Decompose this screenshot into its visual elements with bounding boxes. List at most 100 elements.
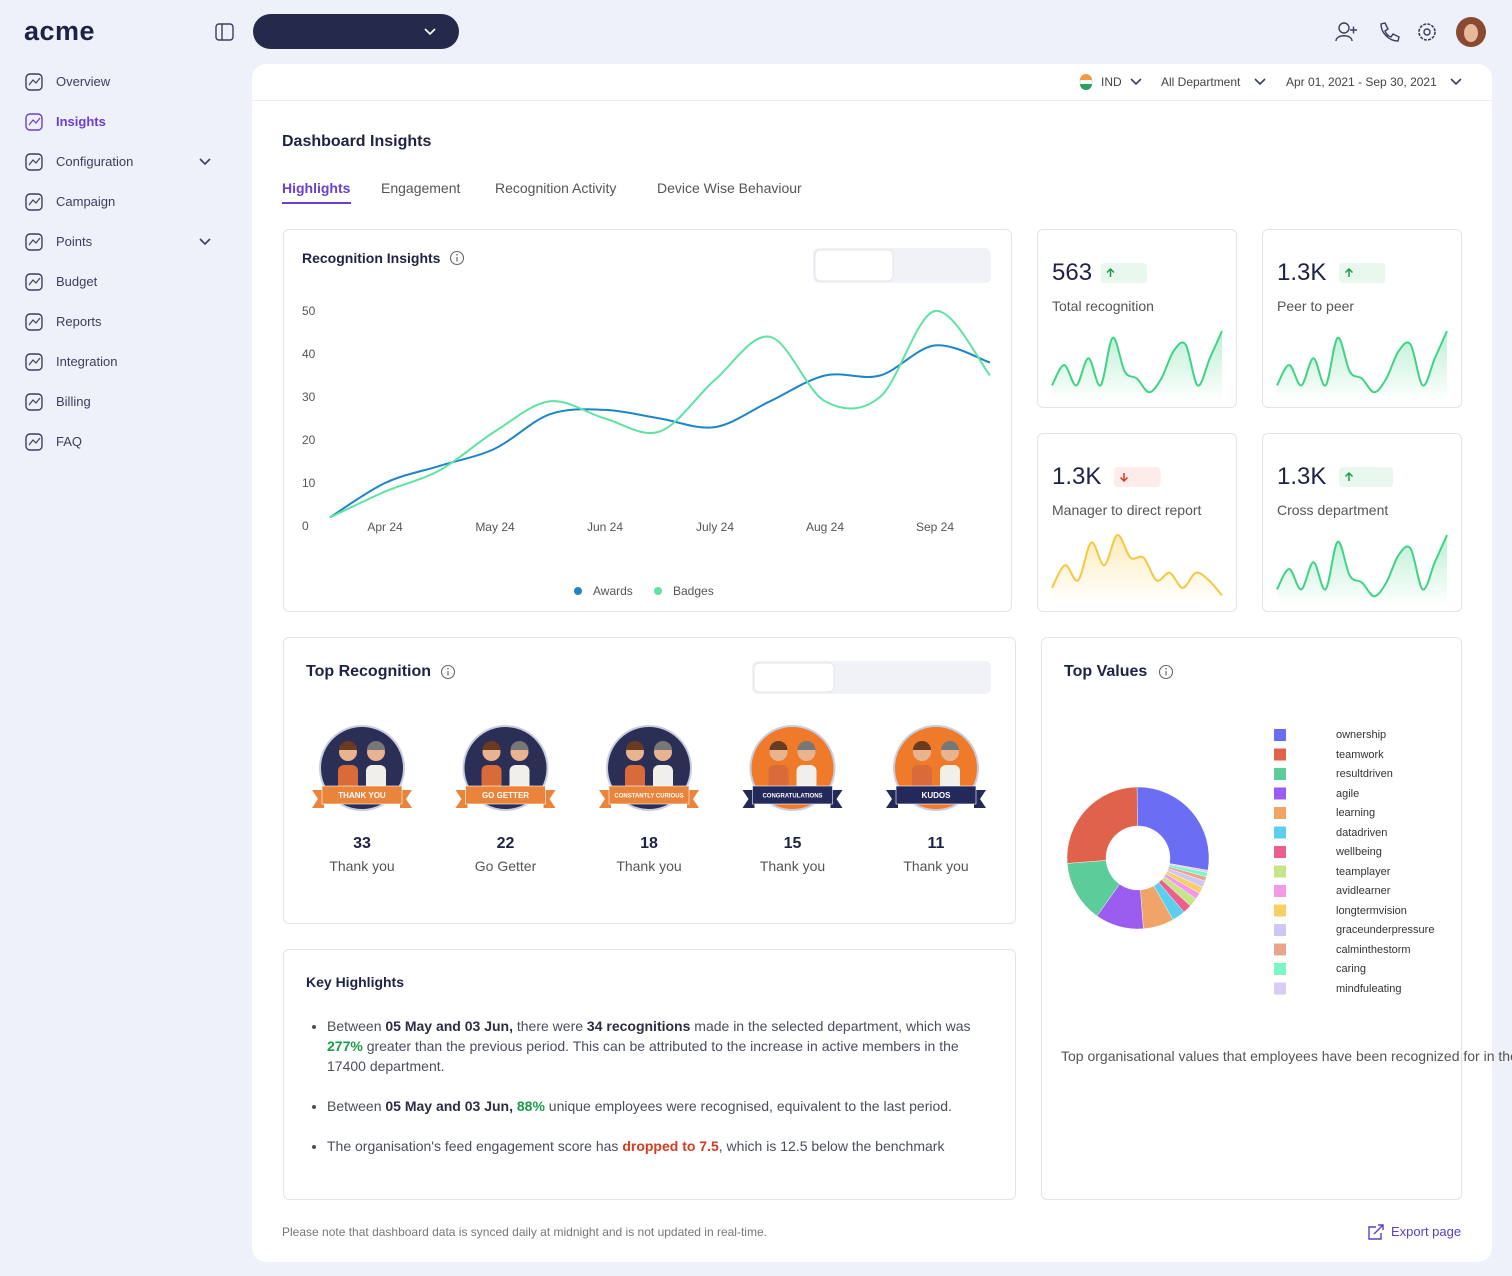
tab[interactable]: Recognition Activity	[495, 180, 617, 196]
ribbon	[752, 785, 833, 805]
nav-item[interactable]: Insights	[56, 114, 106, 129]
nav-item[interactable]: Billing	[56, 394, 91, 409]
settings-icon[interactable]	[1418, 23, 1436, 41]
x-tick-label: Sep 24	[915, 520, 955, 534]
badge-figure	[625, 765, 645, 791]
nav-item[interactable]: Budget	[56, 274, 98, 289]
flag	[1080, 84, 1092, 90]
bullet-list: Between 05 May and 03 Jun, there were 34…	[306, 1016, 982, 1156]
export-link[interactable]: Export page	[1391, 1224, 1462, 1239]
nav-item[interactable]: Configuration	[56, 154, 134, 169]
badge-label: Thank you	[759, 858, 826, 874]
x-tick-label: Jun 24	[586, 520, 624, 534]
card-title: Top Values	[1064, 663, 1148, 680]
x-tick-label: May 24	[475, 520, 515, 534]
nav-icon	[28, 357, 41, 366]
info-icon	[456, 253, 458, 256]
legend-swatch	[1274, 748, 1286, 761]
nav-icon	[25, 153, 43, 171]
badge-figure	[338, 765, 358, 791]
badge-label: Thank you	[616, 858, 682, 874]
export-icon	[1368, 1224, 1384, 1240]
nav-item[interactable]: Campaign	[56, 194, 116, 209]
badge-figure	[796, 765, 817, 791]
legend-label: avidlearner	[1336, 885, 1391, 897]
legend-label: agile	[1336, 787, 1360, 800]
text-segment: , which is 12.5 below the benchmark	[718, 1138, 945, 1154]
nav-icon	[25, 433, 43, 451]
info-icon	[1158, 664, 1174, 680]
badge-label: Go Getter	[474, 858, 537, 874]
tab[interactable]: Engagement	[381, 180, 461, 196]
nav-icon	[28, 157, 41, 166]
y-tick-label: 50	[302, 304, 316, 318]
ribbon	[608, 785, 690, 805]
change-badge	[1114, 467, 1161, 487]
legend-swatch	[1274, 826, 1286, 839]
legend-dot	[654, 587, 662, 595]
nav-item[interactable]: Reports	[56, 314, 102, 329]
sidebar-toggle[interactable]	[215, 23, 234, 41]
legend-label: graceunderpressure	[1336, 924, 1435, 936]
info-icon	[447, 667, 449, 670]
nav-item[interactable]: Points	[56, 234, 93, 249]
stat-label: Peer to peer	[1277, 298, 1355, 314]
y-tick-label: 30	[302, 390, 316, 404]
change-badge	[1339, 467, 1393, 487]
nav-item[interactable]: FAQ	[56, 434, 83, 449]
text-segment: Between	[327, 1098, 386, 1114]
tab[interactable]: Highlights	[282, 180, 351, 196]
phone-icon[interactable]	[1380, 22, 1400, 42]
stat-value: 1.3K	[1277, 463, 1327, 490]
card	[283, 229, 1012, 612]
legend-swatch	[1274, 787, 1286, 800]
legend-swatch	[1274, 963, 1286, 975]
stat-label: Total recognition	[1052, 298, 1154, 314]
legend-label: teamplayer	[1336, 865, 1391, 878]
badge-label: Thank you	[903, 858, 969, 874]
badge-figure	[941, 741, 959, 750]
stat-value: 563	[1052, 259, 1093, 286]
info-icon	[449, 250, 465, 266]
footer-note: Please note that dashboard data is synce…	[282, 1225, 767, 1239]
legend-label: teamwork	[1336, 748, 1384, 761]
badge-figure	[339, 741, 357, 750]
x-tick-label: Apr 24	[367, 520, 403, 534]
change-badge	[1100, 263, 1147, 283]
text-segment: dropped to 7.5	[622, 1138, 719, 1154]
legend-swatch	[1274, 982, 1286, 995]
legend-swatch	[1274, 904, 1286, 917]
x-tick-label: July 24	[695, 520, 735, 534]
badge-figure	[510, 741, 529, 750]
legend-label: mindfuleating	[1336, 982, 1402, 995]
stat-value: 1.3K	[1277, 259, 1327, 286]
module-dropdown[interactable]	[253, 14, 459, 49]
stat-label: Manager to direct report	[1052, 502, 1202, 518]
change-arrow	[1344, 267, 1354, 277]
nav-icon	[25, 193, 43, 211]
legend-label: resultdriven	[1336, 768, 1393, 780]
nav-icon	[25, 353, 43, 371]
nav-item[interactable]: Integration	[56, 354, 118, 369]
chevron	[199, 238, 211, 246]
badge-figure	[913, 741, 931, 750]
nav-item[interactable]: Overview	[56, 74, 111, 89]
ribbon-text: CONGRATULATIONS	[762, 794, 822, 800]
legend-swatch	[1274, 885, 1286, 897]
legend-label: calminthestorm	[1336, 943, 1411, 956]
badge-count: 22	[496, 835, 515, 852]
sparkline-area	[1277, 535, 1447, 605]
highlights: Between 05 May and 03 Jun, there were 34…	[306, 1016, 982, 1176]
add-user-icon[interactable]	[1338, 22, 1350, 34]
date-filter[interactable]: Apr 01, 2021 - Sep 30, 2021	[1286, 75, 1437, 89]
badge-figure	[912, 765, 932, 791]
sparkline	[1276, 534, 1448, 598]
department-filter[interactable]: All Department	[1161, 75, 1241, 89]
ribbon-text: GO GETTER	[482, 791, 529, 800]
badge-figure	[797, 741, 816, 750]
tab[interactable]: Device Wise Behaviour	[657, 180, 802, 196]
badge-count: 15	[783, 835, 802, 852]
text-segment: made in the selected department, which w…	[690, 1018, 971, 1034]
country-filter[interactable]: IND	[1101, 75, 1122, 89]
